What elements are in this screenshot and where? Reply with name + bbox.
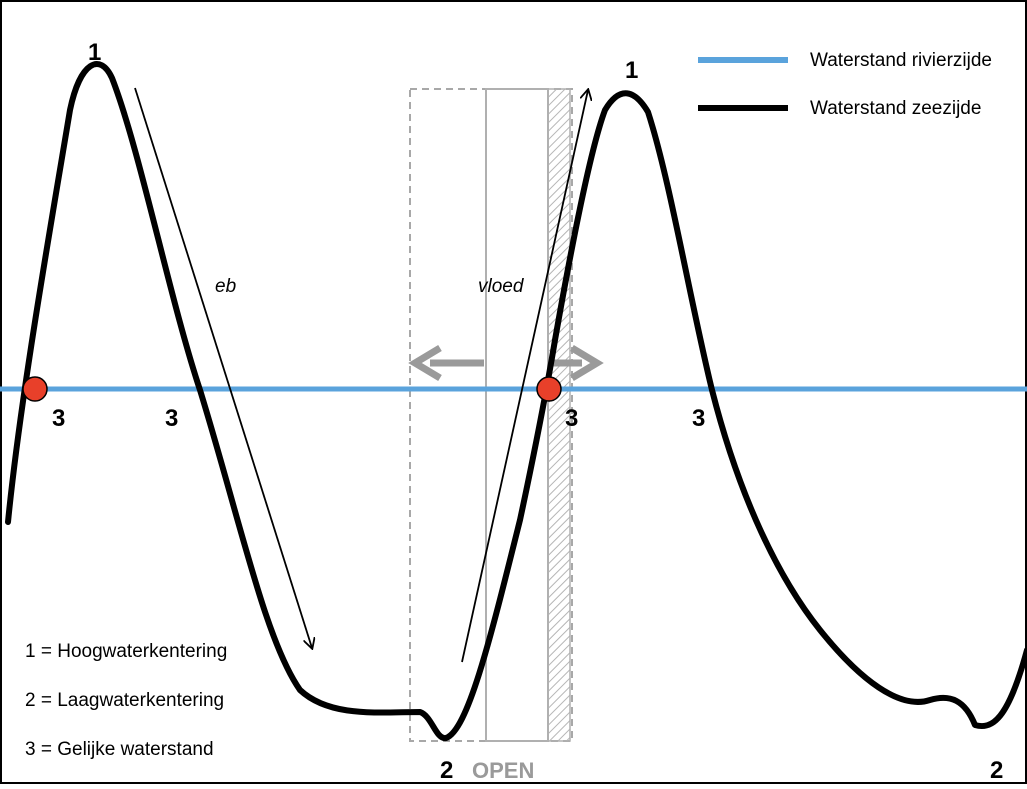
equal-level-marker-left <box>22 376 48 402</box>
sea-water-level-curve <box>5 61 1027 741</box>
gate-open-label: OPEN <box>472 758 534 783</box>
key: 1 = Hoogwaterkentering 2 = Laagwaterkent… <box>25 641 227 760</box>
label-equal-level-2: 3 <box>165 405 178 432</box>
ebb-label: eb <box>215 276 236 297</box>
label-equal-level-3: 3 <box>565 405 578 432</box>
equal-level-marker-center <box>536 376 562 402</box>
label-low-water-center: 2 <box>440 757 453 784</box>
flood-label: vloed <box>478 276 525 297</box>
key-item-1: 1 = Hoogwaterkentering <box>25 641 227 662</box>
label-equal-level-1: 3 <box>52 405 65 432</box>
gate-hatched-panel <box>547 88 571 742</box>
label-high-water-right: 1 <box>625 57 638 84</box>
label-equal-level-4: 3 <box>692 405 705 432</box>
key-item-2: 2 = Laagwaterkentering <box>25 690 224 711</box>
label-low-water-right: 2 <box>990 757 1003 784</box>
ebb-arrow <box>134 87 312 648</box>
label-high-water-left: 1 <box>88 39 101 66</box>
legend: Waterstand rivierzijde Waterstand zeezij… <box>698 50 992 119</box>
legend-sea-label: Waterstand zeezijde <box>810 98 981 119</box>
gate-open-arrows <box>408 344 604 382</box>
key-item-3: 3 = Gelijke waterstand <box>25 739 214 760</box>
flood-arrow <box>461 90 588 663</box>
legend-river-label: Waterstand rivierzijde <box>810 50 992 71</box>
